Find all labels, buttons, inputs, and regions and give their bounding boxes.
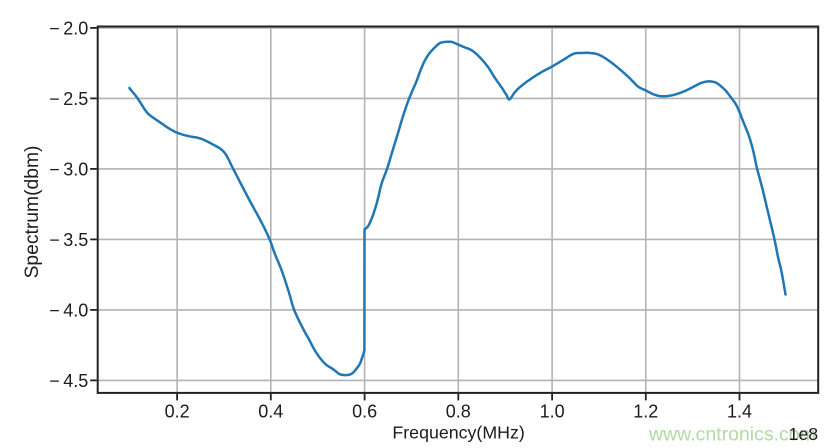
svg-text:−: −: [49, 18, 60, 38]
svg-text:www.cntronics.com: www.cntronics.com: [648, 424, 816, 446]
svg-text:1.4: 1.4: [727, 401, 752, 421]
svg-text:0.2: 0.2: [165, 401, 190, 421]
svg-text:4.0: 4.0: [63, 300, 88, 320]
svg-text:0.6: 0.6: [352, 401, 377, 421]
svg-text:Frequency(MHz): Frequency(MHz): [392, 423, 524, 443]
svg-text:−: −: [49, 159, 60, 179]
svg-text:−: −: [49, 230, 60, 250]
svg-text:1.2: 1.2: [633, 401, 658, 421]
svg-text:1e8: 1e8: [789, 424, 819, 444]
svg-text:0.8: 0.8: [446, 401, 471, 421]
svg-text:4.5: 4.5: [63, 371, 88, 391]
svg-text:Spectrum(dbm): Spectrum(dbm): [22, 146, 43, 279]
svg-text:−: −: [49, 300, 60, 320]
svg-text:1.0: 1.0: [540, 401, 565, 421]
svg-text:0.4: 0.4: [258, 401, 283, 421]
svg-text:3.5: 3.5: [63, 230, 88, 250]
svg-text:2.0: 2.0: [63, 18, 88, 38]
svg-text:−: −: [49, 371, 60, 391]
svg-text:−: −: [49, 89, 60, 109]
svg-text:2.5: 2.5: [63, 89, 88, 109]
svg-text:3.0: 3.0: [63, 159, 88, 179]
